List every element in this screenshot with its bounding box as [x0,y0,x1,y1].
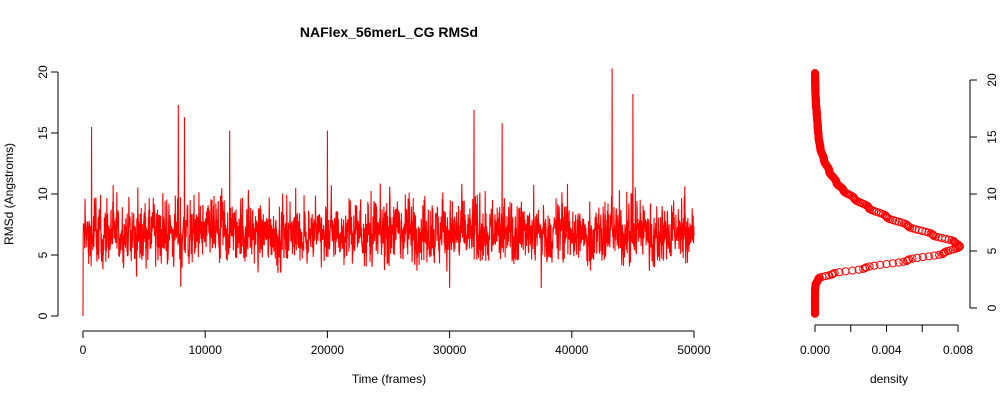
density-point [902,256,911,266]
density-x-tick-label: 0.004 [871,343,901,357]
x-tick-label: 30000 [433,343,467,357]
density-y-tick-label: 15 [985,130,999,144]
density-point [876,260,885,270]
density-x-tick-label: 0.008 [943,343,973,357]
y-tick-label: 10 [36,187,50,201]
y-tick-label: 15 [36,126,50,140]
density-point [928,230,938,240]
density-point [913,253,922,262]
density-y-tick-label: 20 [985,73,999,87]
density-point [937,233,947,243]
density-point [830,268,839,278]
x-tick-label: 0 [80,343,87,357]
density-point [930,251,939,260]
density-point [899,257,908,266]
density-point [814,274,823,283]
density-point [894,258,903,267]
density-point [935,250,944,259]
density-point [905,255,914,264]
density-point [888,259,897,268]
density-point [882,260,891,269]
density-y-tick-label: 0 [985,304,999,311]
density-x-axis-label: density [870,372,908,386]
density-point [928,230,937,239]
rmsd-plot: 0 5 10 15 20 0 10000 20000 30000 40000 50000 [36,65,711,357]
density-point [835,268,844,277]
x-tick-label: 20000 [311,343,345,357]
density-point [924,252,933,261]
density-point [914,225,923,235]
density-point [918,252,927,262]
rmsd-series-line [82,68,695,317]
x-tick-label: 50000 [677,343,711,357]
density-y-tick-label: 10 [985,187,999,201]
density-point [951,239,960,248]
density-point [908,254,917,263]
density-y-tick-label: 5 [985,247,999,254]
y-tick-label: 20 [36,65,50,79]
density-point [862,263,871,272]
density-plot: 0 5 10 15 20 0.000 0.004 0.008 [800,69,999,357]
y-tick-label: 5 [36,251,50,258]
density-point [810,69,820,78]
density-point [821,271,830,281]
y-tick-label: 0 [36,312,50,319]
density-point [854,265,863,274]
density-point [848,266,857,275]
density-point [860,264,870,273]
chart-title: NAFlex_56merL_CG RMSd [300,24,478,40]
x-tick-label: 10000 [189,343,223,357]
y-axis-label: RMSd (Angstroms) [2,143,16,245]
x-tick-label: 40000 [555,343,589,357]
density-point [903,256,913,265]
density-x-tick-label: 0.000 [800,343,830,357]
x-axis-label: Time (frames) [352,372,426,386]
density-point [870,261,879,270]
density-point [865,262,874,271]
